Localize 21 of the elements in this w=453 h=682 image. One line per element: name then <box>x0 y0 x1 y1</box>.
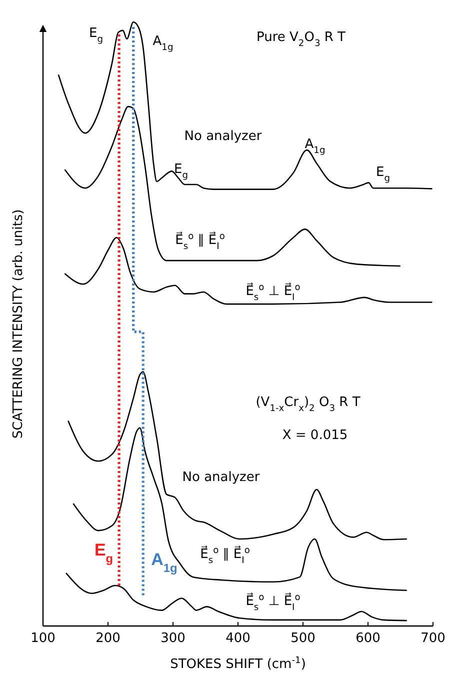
series-label: A$_{1g}$ <box>151 550 178 575</box>
x-tick-label: 500 <box>290 631 316 646</box>
x-tick-label: 600 <box>356 631 380 646</box>
annotation: Pure V$_{2}$O$_{3}$ R T <box>256 30 346 49</box>
x-axis-title: STOKES SHIFT (cm$^{-1}$) <box>170 656 306 672</box>
annotation: A$_{1g}$ <box>304 137 326 156</box>
y-axis-title: SCATTERING INTENSITY (arb. units) <box>11 209 26 439</box>
annotation: E$_{g}$ <box>376 165 390 184</box>
x-tick-label: 100 <box>30 631 56 646</box>
x-tick-label: 700 <box>420 631 446 646</box>
x-tick-label: 400 <box>226 631 250 646</box>
annotation: E$_{g}$ <box>89 26 103 45</box>
x-tick-label: 300 <box>160 631 186 646</box>
series-label: E$_{g}$ <box>94 540 114 566</box>
text: (V$_{1-x}$Cr$_{x}$)$_{2}$ O$_{3}$ R T <box>256 395 360 414</box>
annotation: E$_{g}$ <box>174 162 188 181</box>
annotation: X = 0.015 <box>282 428 348 443</box>
annotation: A$_{1g}$ <box>152 34 174 53</box>
annotation: No analyzer <box>184 129 262 144</box>
annotation: No analyzer <box>182 470 260 485</box>
x-tick-label: 200 <box>96 631 120 646</box>
